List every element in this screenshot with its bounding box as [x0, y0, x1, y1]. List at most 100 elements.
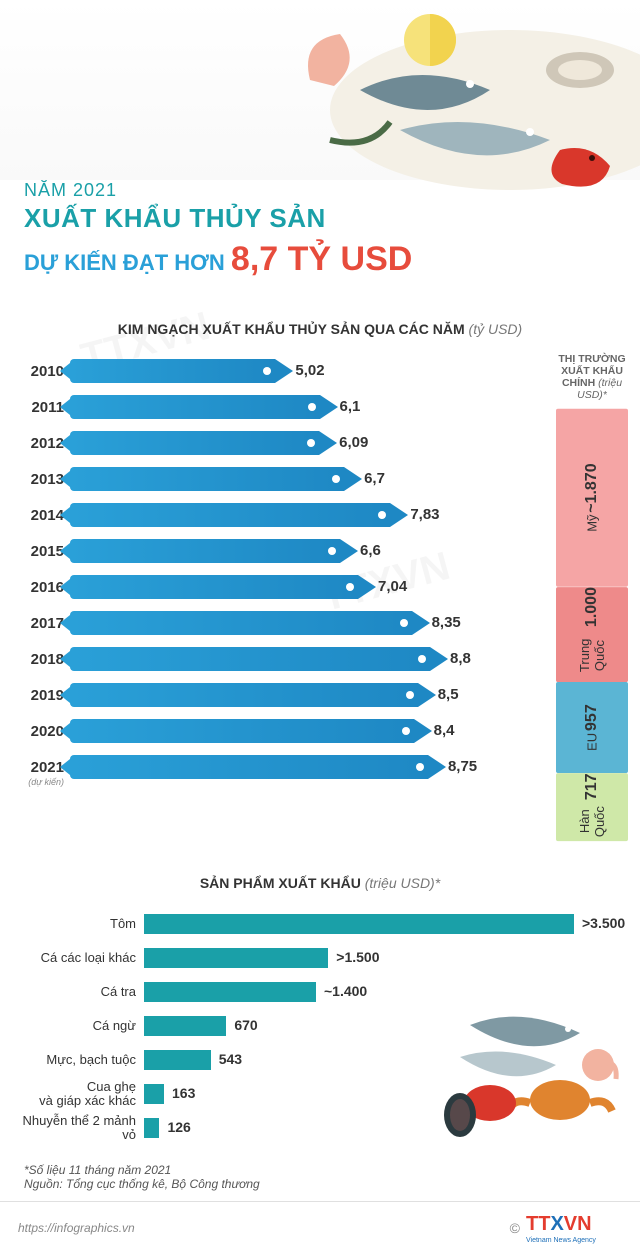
yearly-bar-area: 5,02 [64, 359, 544, 383]
yearly-bar [70, 575, 358, 599]
yearly-bar [70, 683, 418, 707]
yearly-year-label: 2019 [8, 687, 64, 704]
product-row: Tôm>3.500 [14, 907, 620, 941]
market-value: ~1.870 [583, 464, 601, 513]
product-value-label: 543 [219, 1051, 242, 1067]
market-box: Mỹ ~1.870 [556, 409, 628, 587]
product-name: Nhuyễn thể 2 mảnh vỏ [14, 1114, 144, 1143]
product-name: Mực, bạch tuộc [14, 1053, 144, 1067]
yearly-bar-area: 6,6 [64, 539, 544, 563]
yearly-value-label: 6,1 [340, 398, 361, 415]
yearly-year-label: 2021(dự kiến) [8, 759, 64, 776]
product-bar [144, 948, 328, 968]
footnote-line1: *Số liệu 11 tháng năm 2021 [24, 1163, 616, 1177]
yearly-row: 2020 8,4 [8, 713, 544, 749]
yearly-year-label: 2017 [8, 615, 64, 632]
yearly-chart: 20105,0220116,120126,0920136,720147,8320… [8, 353, 544, 841]
yearly-year-label: 2013 [8, 471, 64, 488]
yearly-bar [70, 719, 414, 743]
yearly-value-label: 6,6 [360, 542, 381, 559]
yearly-row: 20188,8 [8, 641, 544, 677]
market-value: 957 [583, 704, 601, 731]
products-section-title: SẢN PHẨM XUẤT KHẨU (triệu USD)* [0, 875, 640, 891]
footer-site: https://infographics.vn [18, 1221, 135, 1235]
yearly-bar-area: 6,1 [64, 395, 544, 419]
product-value-label: ~1.400 [324, 983, 367, 999]
copyright-icon: © [510, 1220, 520, 1236]
products-chart: Tôm>3.500 Cá các loại khác >1.500 Cá tra ~1.… [0, 907, 640, 1145]
yearly-section-title: KIM NGẠCH XUẤT KHẨU THỦY SẢN QUA CÁC NĂM… [0, 321, 640, 337]
yearly-year-label: 2020 [8, 723, 64, 740]
market-name: Mỹ [585, 515, 600, 532]
yearly-year-label: 2016 [8, 579, 64, 596]
yearly-year-label: 2010 [8, 363, 64, 380]
product-bar-area: >3.500 [144, 914, 620, 934]
product-bar [144, 1118, 159, 1138]
title-sub: DỰ KIẾN ĐẠT HƠN 8,7 TỶ USD [24, 240, 616, 279]
hero-illustration [0, 0, 640, 180]
yearly-row: 2010 5,02 [8, 353, 544, 389]
title-sub-value: 8,7 TỶ USD [231, 240, 412, 278]
market-value: 717 [583, 773, 601, 800]
yearly-row: 2013 6,7 [8, 461, 544, 497]
yearly-value-label: 8,35 [432, 614, 461, 631]
yearly-row: 2014 7,83 [8, 497, 544, 533]
yearly-bar [70, 539, 340, 563]
yearly-bar [70, 503, 390, 527]
yearly-bar [70, 431, 319, 455]
yearly-year-label: 2012 [8, 435, 64, 452]
market-box: Trung Quốc1.000 [556, 587, 628, 682]
yearly-bar-area: 8,4 [64, 719, 544, 743]
yearly-bar-area: 8,75 [64, 755, 544, 779]
footer-logo: © TTXVN Vietnam News Agency [510, 1210, 622, 1246]
product-bar [144, 1050, 211, 1070]
market-box: EU957 [556, 682, 628, 773]
seafood-hero-icon [180, 0, 640, 190]
yearly-value-label: 7,83 [410, 506, 439, 523]
product-row: Cá các loại khác >1.500 [14, 941, 620, 975]
product-name: Cua ghẹvà giáp xác khác [14, 1080, 144, 1109]
title-block: NĂM 2021 XUẤT KHẨU THỦY SẢN DỰ KIẾN ĐẠT … [0, 180, 640, 295]
yearly-row: 20198,5 [8, 677, 544, 713]
product-bar [144, 982, 316, 1002]
yearly-bar-area: 8,8 [64, 647, 544, 671]
svg-text:TTXVN: TTXVN [526, 1213, 592, 1235]
yearly-value-label: 6,7 [364, 470, 385, 487]
yearly-value-label: 8,8 [450, 650, 471, 667]
product-bar-area: >1.500 [144, 948, 620, 968]
yearly-bar [70, 395, 320, 419]
yearly-value-label: 5,02 [295, 362, 324, 379]
product-value-label: >1.500 [336, 949, 379, 965]
product-name: Cá tra [14, 985, 144, 999]
product-name: Cá các loại khác [14, 951, 144, 965]
yearly-bar-area: 8,5 [64, 683, 544, 707]
product-bar [144, 1084, 164, 1104]
market-name: Hàn Quốc [577, 802, 607, 841]
yearly-value-label: 7,04 [378, 578, 407, 595]
markets-boxes: Mỹ ~1.870 Trung Quốc1.000EU957 Hàn Quốc 717 [556, 409, 628, 841]
product-bar [144, 1016, 226, 1036]
product-name: Cá ngừ [14, 1019, 144, 1033]
yearly-bar-area: 7,83 [64, 503, 544, 527]
yearly-year-label: 2011 [8, 399, 64, 416]
yearly-year-label: 2014 [8, 507, 64, 524]
footnote: *Số liệu 11 tháng năm 2021 Nguồn: Tổng c… [0, 1145, 640, 1201]
infographic-page: TTXVN TTXVN NĂM 2021 XUẤT KHẨU THỦY SẢN … [0, 0, 640, 1260]
yearly-title-unit: (tỷ USD) [469, 321, 523, 337]
market-box: Hàn Quốc 717 [556, 773, 628, 841]
yearly-row: 2016 7,04 [8, 569, 544, 605]
yearly-row: 20156,6 [8, 533, 544, 569]
yearly-bar [70, 359, 275, 383]
products-title-unit: (triệu USD)* [365, 875, 440, 891]
yearly-value-label: 8,4 [434, 722, 455, 739]
yearly-bar-area: 6,7 [64, 467, 544, 491]
yearly-title-text: KIM NGẠCH XUẤT KHẨU THỦY SẢN QUA CÁC NĂM [118, 321, 465, 337]
markets-sidebar: THỊ TRƯỜNG XUẤT KHẨU CHÍNH (triệu USD)* … [556, 353, 628, 841]
yearly-bar-area: 8,35 [64, 611, 544, 635]
agency-sub: Vietnam News Agency [526, 1237, 596, 1244]
product-value-label: 126 [167, 1119, 190, 1135]
yearly-row: 2021(dự kiến)8,75 [8, 749, 544, 785]
yearly-row: 2011 6,1 [8, 389, 544, 425]
yearly-bar [70, 647, 430, 671]
yearly-wrap: 20105,0220116,120126,0920136,720147,8320… [0, 353, 640, 841]
